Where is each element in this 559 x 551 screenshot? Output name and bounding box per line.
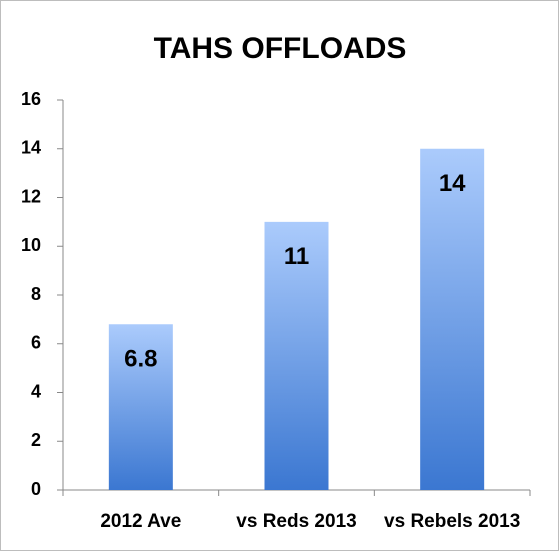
data-label: 6.8 xyxy=(124,346,157,373)
bar xyxy=(264,221,329,490)
y-tick-label: 6 xyxy=(31,333,41,353)
chart-title: TAHS OFFLOADS xyxy=(154,32,407,65)
y-tick-label: 4 xyxy=(31,381,41,401)
y-tick-label: 14 xyxy=(21,138,41,158)
y-tick-label: 8 xyxy=(31,284,41,304)
y-tick-label: 0 xyxy=(31,479,41,499)
y-tick-label: 2 xyxy=(31,430,41,450)
x-tick-label: 2012 Ave xyxy=(100,511,181,532)
x-tick-label: vs Reds 2013 xyxy=(236,511,356,532)
bar xyxy=(108,324,173,490)
x-tick-label: vs Rebels 2013 xyxy=(384,511,520,532)
y-tick-label: 10 xyxy=(21,235,41,255)
y-tick-label: 12 xyxy=(21,186,41,206)
data-label: 11 xyxy=(284,243,309,270)
y-tick-label: 16 xyxy=(21,89,41,109)
data-label: 14 xyxy=(439,170,466,197)
bar xyxy=(420,148,485,490)
